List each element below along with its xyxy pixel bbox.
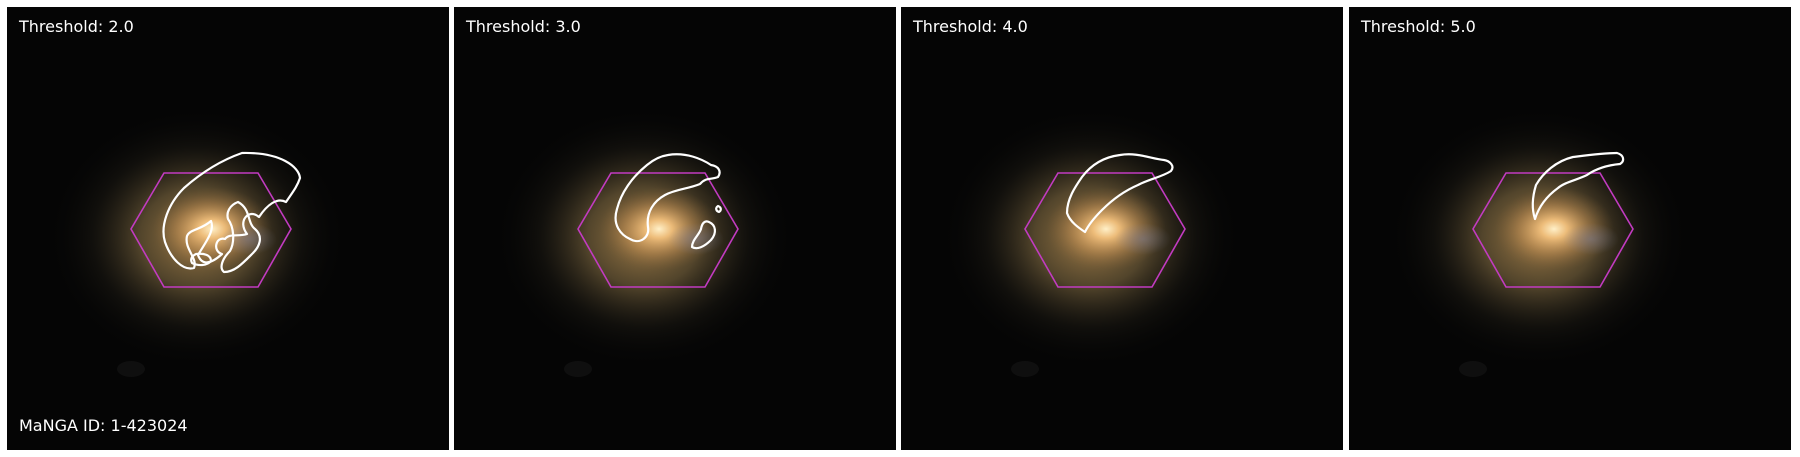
panel-threshold-2: Threshold: 2.0 MaNGA ID: 1-423024	[7, 7, 449, 450]
ifu-hexagon	[1472, 172, 1634, 288]
ifu-hexagon	[1024, 172, 1186, 288]
galaxy-id-label: MaNGA ID: 1-423024	[19, 416, 188, 435]
threshold-label: Threshold: 4.0	[913, 17, 1028, 36]
contour-main	[614, 153, 721, 243]
contour-main	[1065, 153, 1174, 234]
galaxy-blob	[221, 223, 277, 255]
contour-blob	[190, 252, 213, 267]
contour-main	[1531, 151, 1625, 221]
galaxy-blob	[1115, 223, 1171, 255]
galaxy-image	[7, 7, 449, 450]
panel-threshold-5: Threshold: 5.0	[1349, 7, 1791, 450]
threshold-label: Threshold: 2.0	[19, 17, 134, 36]
ifu-hexagon	[577, 172, 739, 288]
galaxy-image	[901, 7, 1343, 450]
galaxy-image	[1349, 7, 1791, 450]
panel-threshold-3: Threshold: 3.0	[454, 7, 896, 450]
ifu-hexagon	[130, 172, 292, 288]
contour-core	[220, 200, 262, 274]
threshold-label: Threshold: 3.0	[466, 17, 581, 36]
contour-main	[162, 151, 302, 270]
threshold-label: Threshold: 5.0	[1361, 17, 1476, 36]
contour-core	[690, 220, 716, 250]
galaxy-blob	[1563, 223, 1619, 255]
panel-threshold-4: Threshold: 4.0	[901, 7, 1343, 450]
contour-blob	[715, 204, 722, 214]
galaxy-image	[454, 7, 896, 450]
